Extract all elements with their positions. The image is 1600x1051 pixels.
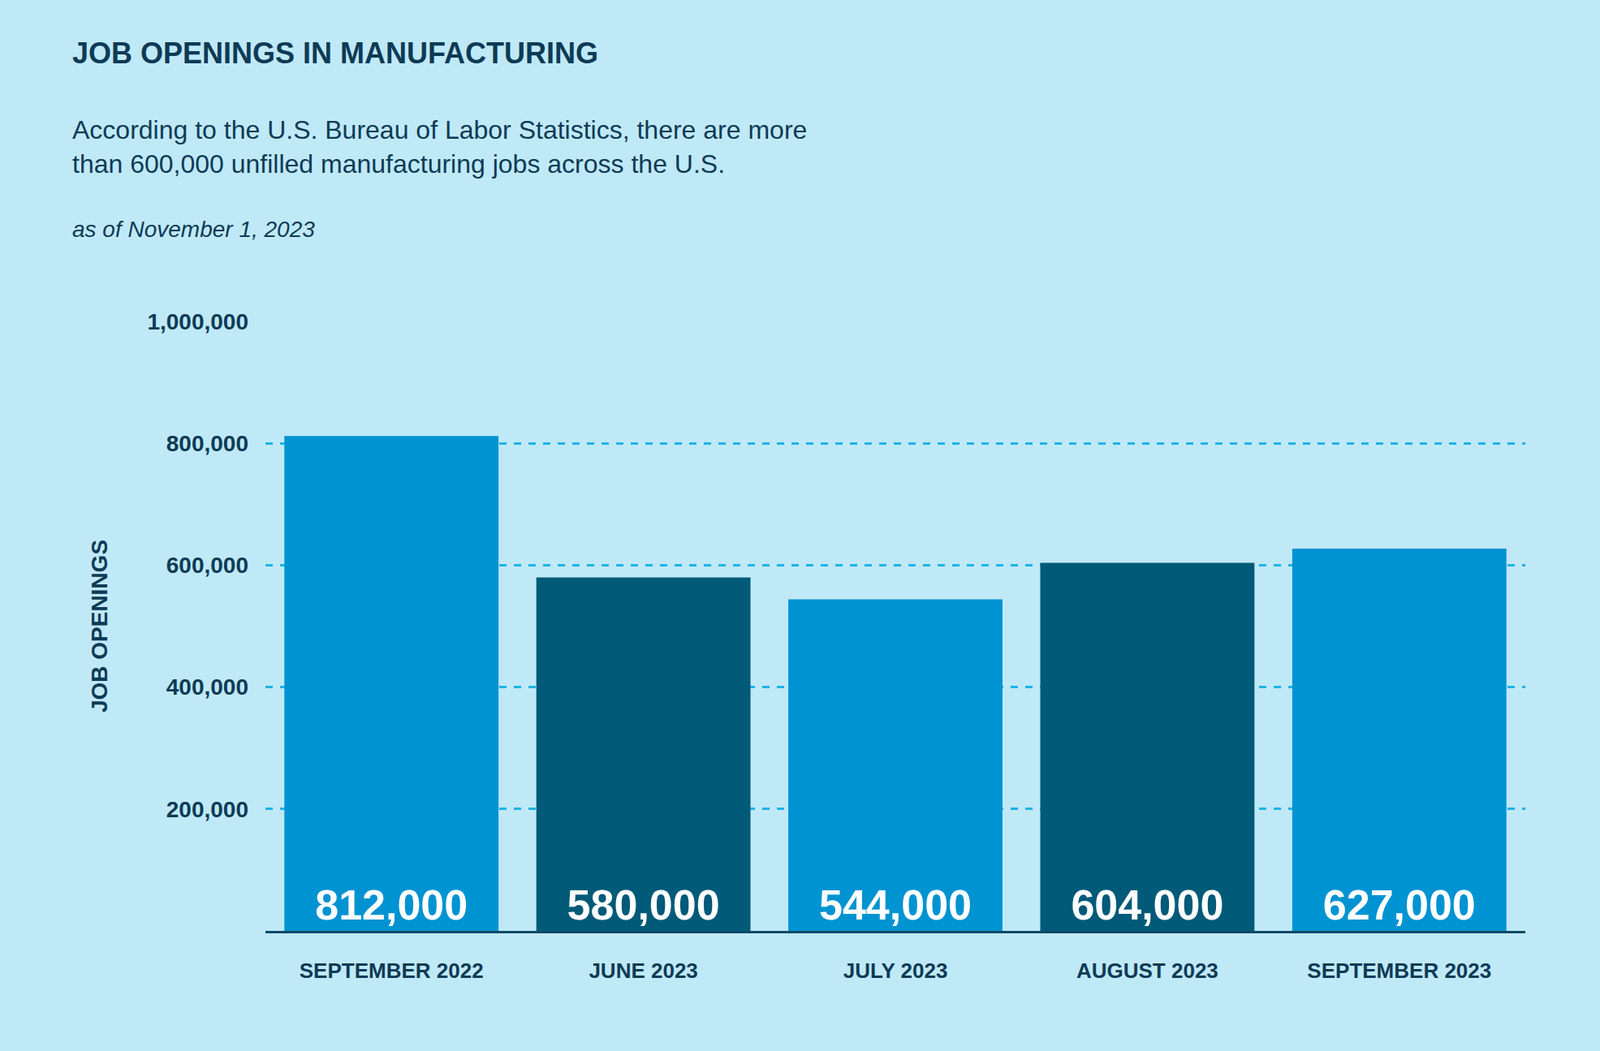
svg-text:SEPTEMBER 2023: SEPTEMBER 2023 [1306, 958, 1492, 984]
svg-text:JOB OPENINGS IN MANUFACTURING: JOB OPENINGS IN MANUFACTURING [72, 36, 599, 70]
svg-text:200,000: 200,000 [166, 797, 249, 823]
svg-text:JUNE 2023: JUNE 2023 [588, 958, 698, 984]
svg-text:JULY 2023: JULY 2023 [843, 958, 949, 984]
svg-text:600,000: 600,000 [166, 552, 249, 578]
svg-text:400,000: 400,000 [166, 674, 249, 700]
svg-text:604,000: 604,000 [1070, 881, 1224, 929]
svg-text:According to the U.S. Bureau o: According to the U.S. Bureau of Labor St… [72, 115, 807, 179]
svg-text:as of November 1, 2023: as of November 1, 2023 [72, 216, 315, 242]
svg-text:544,000: 544,000 [819, 881, 972, 929]
svg-text:SEPTEMBER 2022: SEPTEMBER 2022 [299, 958, 484, 984]
svg-text:AUGUST 2023: AUGUST 2023 [1076, 958, 1219, 984]
svg-text:800,000: 800,000 [166, 431, 249, 457]
svg-text:JOB OPENINGS: JOB OPENINGS [86, 539, 113, 713]
svg-text:627,000: 627,000 [1323, 881, 1476, 929]
svg-text:580,000: 580,000 [567, 881, 721, 929]
svg-text:812,000: 812,000 [314, 881, 468, 929]
svg-text:1,000,000: 1,000,000 [146, 309, 249, 335]
